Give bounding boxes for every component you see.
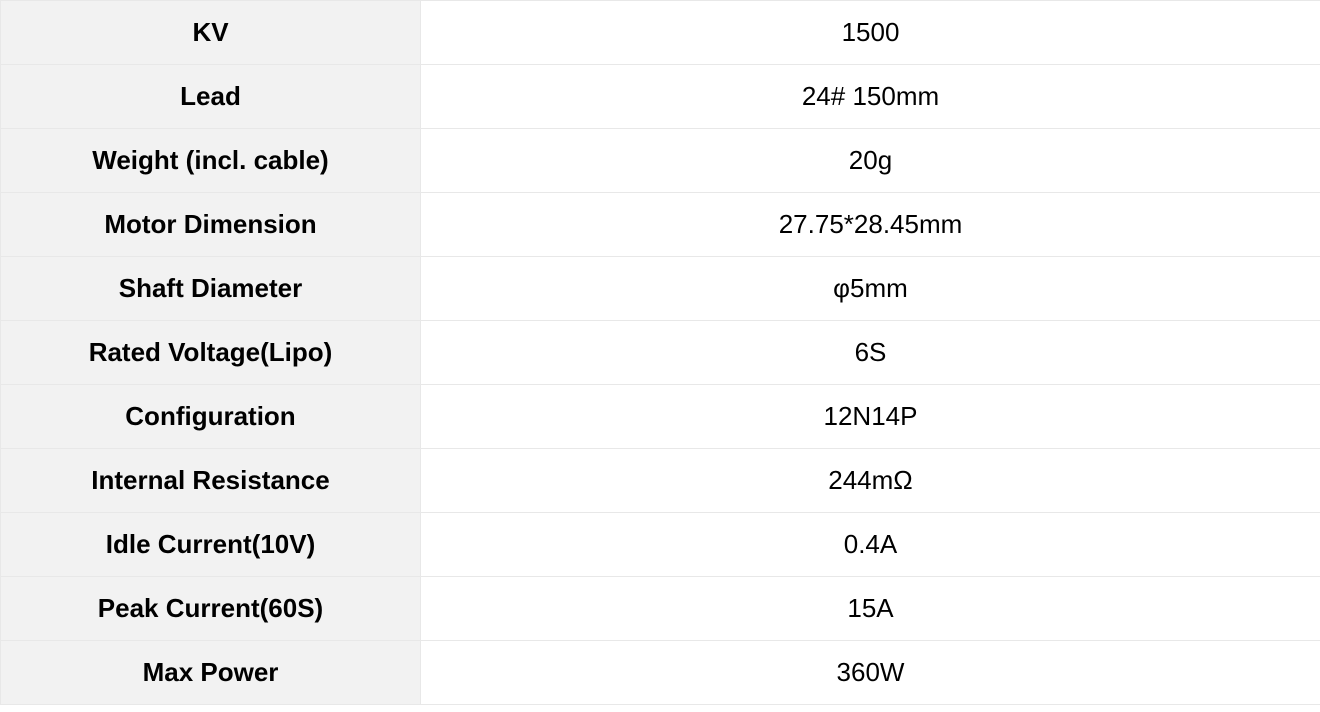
spec-label: Motor Dimension bbox=[1, 193, 421, 257]
spec-value: 6S bbox=[421, 321, 1320, 385]
spec-label: Max Power bbox=[1, 641, 421, 705]
spec-label: Configuration bbox=[1, 385, 421, 449]
table-row: Motor Dimension 27.75*28.45mm bbox=[1, 193, 1320, 257]
spec-value: 1500 bbox=[421, 1, 1320, 65]
spec-value: 20g bbox=[421, 129, 1320, 193]
table-row: Shaft Diameter φ5mm bbox=[1, 257, 1320, 321]
spec-value: 0.4A bbox=[421, 513, 1320, 577]
table-row: Configuration 12N14P bbox=[1, 385, 1320, 449]
spec-label: Peak Current(60S) bbox=[1, 577, 421, 641]
table-row: Rated Voltage(Lipo) 6S bbox=[1, 321, 1320, 385]
table-row: Max Power 360W bbox=[1, 641, 1320, 705]
spec-table: KV 1500 Lead 24# 150mm Weight (incl. cab… bbox=[0, 0, 1320, 705]
spec-label: Lead bbox=[1, 65, 421, 129]
table-row: Peak Current(60S) 15A bbox=[1, 577, 1320, 641]
spec-value: 27.75*28.45mm bbox=[421, 193, 1320, 257]
table-row: Lead 24# 150mm bbox=[1, 65, 1320, 129]
spec-value: 12N14P bbox=[421, 385, 1320, 449]
spec-label: Weight (incl. cable) bbox=[1, 129, 421, 193]
table-row: KV 1500 bbox=[1, 1, 1320, 65]
table-row: Weight (incl. cable) 20g bbox=[1, 129, 1320, 193]
spec-label: Shaft Diameter bbox=[1, 257, 421, 321]
spec-table-body: KV 1500 Lead 24# 150mm Weight (incl. cab… bbox=[1, 1, 1320, 705]
spec-value: 24# 150mm bbox=[421, 65, 1320, 129]
spec-value: φ5mm bbox=[421, 257, 1320, 321]
table-row: Internal Resistance 244mΩ bbox=[1, 449, 1320, 513]
spec-label: Idle Current(10V) bbox=[1, 513, 421, 577]
spec-label: Rated Voltage(Lipo) bbox=[1, 321, 421, 385]
spec-label: KV bbox=[1, 1, 421, 65]
spec-value: 360W bbox=[421, 641, 1320, 705]
spec-label: Internal Resistance bbox=[1, 449, 421, 513]
spec-value: 15A bbox=[421, 577, 1320, 641]
table-row: Idle Current(10V) 0.4A bbox=[1, 513, 1320, 577]
spec-value: 244mΩ bbox=[421, 449, 1320, 513]
